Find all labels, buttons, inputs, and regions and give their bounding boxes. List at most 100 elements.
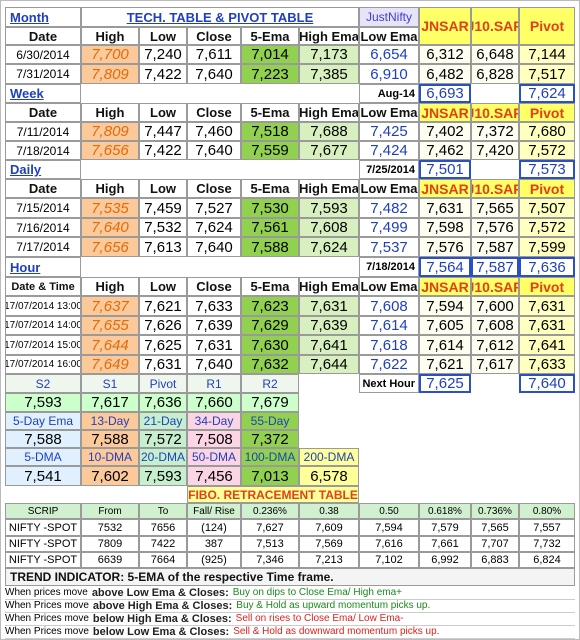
note-text: Sell on rises to Close Ema/ Low Ema- <box>235 613 404 624</box>
cell: 7,621 <box>139 296 187 316</box>
cell: 5-Ema <box>241 103 299 122</box>
cell: Low <box>139 27 187 45</box>
cell: 7,507 <box>519 198 575 218</box>
cell: 7,240 <box>139 45 187 64</box>
cell: 7,688 <box>299 122 359 141</box>
note-text: When Prices move <box>5 613 89 624</box>
cell: Date & Time <box>5 277 81 296</box>
cell: 50-DMA <box>187 448 241 466</box>
cell: 7,624 <box>519 84 575 103</box>
cell: Pivot <box>519 179 575 198</box>
cell: 7,593 <box>139 466 187 486</box>
cell: 7,656 <box>81 237 139 257</box>
cell: Aug-14 <box>359 84 419 103</box>
cell: 7,517 <box>519 64 575 84</box>
cell: TECH. TABLE & PIVOT TABLE <box>81 7 359 27</box>
note-text: When prices move <box>5 587 88 598</box>
cell: 7664 <box>139 552 187 568</box>
note-text: above Low Ema & Closes: <box>91 586 229 599</box>
cell: 7,655 <box>81 316 139 335</box>
cell: 5-DMA <box>5 448 81 466</box>
cell: 7,809 <box>81 122 139 141</box>
cell: 7,561 <box>241 218 299 237</box>
cell: 7,499 <box>359 218 419 237</box>
cell: 7,630 <box>241 335 299 355</box>
cell: 7,559 <box>241 141 299 160</box>
cell: 7,014 <box>241 45 299 64</box>
cell: Pivot <box>519 277 575 296</box>
cell: 5-Day Ema <box>5 412 81 430</box>
cell: 7,593 <box>5 393 81 412</box>
cell: 7,700 <box>81 45 139 64</box>
cell: 7/17/2014 <box>5 237 81 257</box>
cell: 7,537 <box>359 237 419 257</box>
cell: 17/07/2014 16:00 <box>5 355 81 374</box>
cell: JNSAR <box>419 179 471 198</box>
cell: 7,608 <box>359 296 419 316</box>
cell: 7,565 <box>471 519 519 536</box>
cell: Low Ema <box>359 27 419 45</box>
cell: 7,641 <box>519 335 575 355</box>
cell: 7,627 <box>241 519 299 536</box>
cell: 20-DMA <box>139 448 187 466</box>
cell: 7,599 <box>519 237 575 257</box>
cell: 7,213 <box>299 552 359 568</box>
cell: 7,572 <box>139 430 187 448</box>
cell: JustNifty <box>359 7 419 27</box>
cell: NIFTY -SPOT <box>5 536 81 552</box>
cell: 6,910 <box>359 64 419 84</box>
cell: 7,679 <box>241 393 299 412</box>
cell: Low <box>139 277 187 296</box>
cell: 5-Ema <box>241 277 299 296</box>
cell: 7,579 <box>419 519 471 536</box>
cell: 7,640 <box>187 237 241 257</box>
cell: To <box>139 503 187 519</box>
cell: 7,612 <box>471 335 519 355</box>
cell: 7,639 <box>299 316 359 335</box>
cell: 7/25/2014 <box>359 160 419 179</box>
cell: 7,576 <box>419 237 471 257</box>
cell: 7,593 <box>299 198 359 218</box>
cell: 7,447 <box>139 122 187 141</box>
cell: 7,456 <box>187 466 241 486</box>
cell: Date <box>5 27 81 45</box>
cell: 7,460 <box>187 122 241 141</box>
cell: 7,656 <box>81 141 139 160</box>
cell: 7,609 <box>299 519 359 536</box>
cell: 7,608 <box>299 218 359 237</box>
cell: 7,623 <box>241 296 299 316</box>
cell: 7,594 <box>419 296 471 316</box>
cell: 7,639 <box>187 316 241 335</box>
cell: JNSAR <box>419 7 471 45</box>
cell: Low Ema <box>359 277 419 296</box>
cell: High <box>81 179 139 198</box>
cell: 7,631 <box>299 296 359 316</box>
cell: (925) <box>187 552 241 568</box>
cell: 7,622 <box>359 355 419 374</box>
cell: 7,640 <box>81 218 139 237</box>
cell: 7,346 <box>241 552 299 568</box>
cell: 7,594 <box>359 519 419 536</box>
note-text: above High Ema & Closes: <box>92 599 233 612</box>
cell: 7,608 <box>471 316 519 335</box>
cell: Daily <box>5 160 81 179</box>
cell: J10.SAR <box>471 179 519 198</box>
note-text: Sell & Hold as downward momentum picks u… <box>233 626 440 637</box>
cell: Close <box>187 179 241 198</box>
cell: 7,621 <box>419 355 471 374</box>
cell: 6,482 <box>419 64 471 84</box>
cell: 7,144 <box>519 45 575 64</box>
cell: 7,513 <box>241 536 299 552</box>
cell: Date <box>5 179 81 198</box>
note-text: below High Ema & Closes: <box>92 612 232 625</box>
cell: Close <box>187 27 241 45</box>
cell: 7,625 <box>419 374 471 393</box>
cell: 7,532 <box>139 218 187 237</box>
cell: 7,614 <box>419 335 471 355</box>
cell: 7/18/2014 <box>359 257 419 277</box>
cell: 0.50 <box>359 503 419 519</box>
cell: 7,640 <box>187 141 241 160</box>
cell: 7,661 <box>419 536 471 552</box>
cell: 7,618 <box>359 335 419 355</box>
cell: High Ema <box>299 103 359 122</box>
